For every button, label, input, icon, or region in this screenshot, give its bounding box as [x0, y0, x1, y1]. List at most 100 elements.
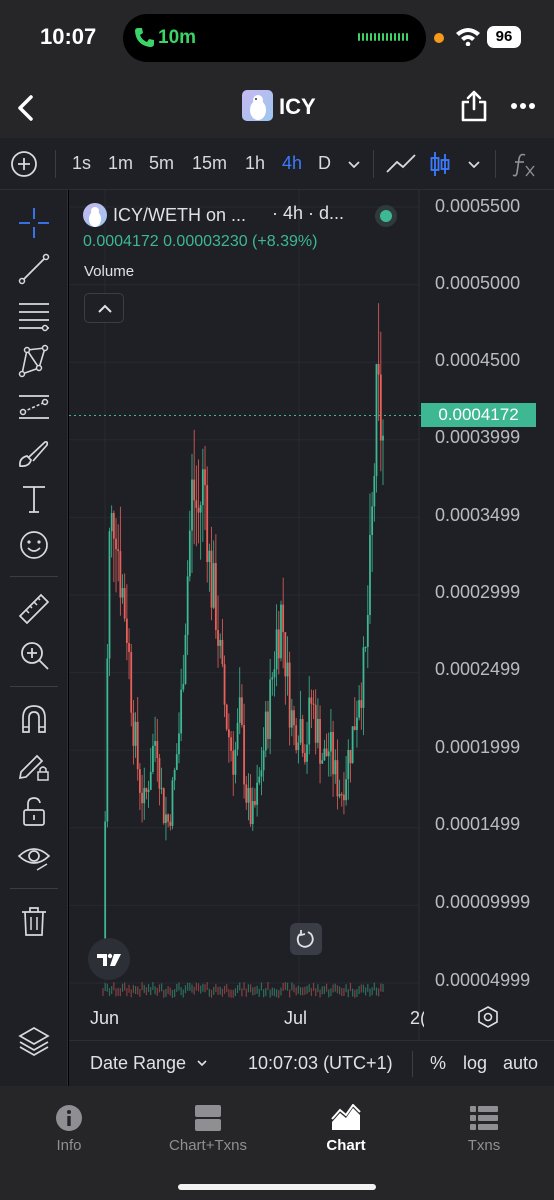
zoom-in-icon[interactable] — [17, 638, 51, 672]
candle-body — [334, 760, 337, 775]
candlestick-chart-type-icon[interactable] — [428, 150, 452, 178]
reset-chart-button[interactable] — [290, 923, 322, 955]
volume-bar — [219, 986, 221, 995]
log-scale-toggle[interactable]: log — [463, 1053, 488, 1073]
volume-bar — [356, 989, 358, 998]
volume-bar — [154, 986, 156, 995]
eye-visibility-icon[interactable] — [17, 840, 51, 874]
ruler-measure-icon[interactable] — [17, 592, 51, 626]
volume-bar — [137, 986, 139, 995]
interval-1h[interactable]: 1h — [245, 153, 266, 173]
unlock-icon[interactable] — [17, 794, 51, 828]
volume-bar — [206, 982, 208, 991]
tab-info[interactable]: Info — [19, 1104, 119, 1154]
candle-body — [293, 710, 295, 726]
add-indicator-icon[interactable] — [10, 150, 38, 178]
volume-bar — [254, 986, 256, 995]
volume-bar — [234, 988, 237, 997]
volume-bar — [139, 988, 141, 997]
lock-drawings-icon[interactable] — [17, 748, 51, 782]
candle-body — [260, 770, 263, 777]
share-icon[interactable] — [460, 90, 488, 122]
volume-bar — [273, 988, 276, 997]
volume-bar — [308, 984, 310, 993]
function-icon[interactable] — [510, 150, 538, 178]
volume-bar — [252, 987, 254, 996]
candle-body — [366, 615, 369, 647]
candle-body — [117, 549, 120, 552]
chart-toolbar: 1s 1m 5m 15m 1h 4h D — [0, 138, 554, 190]
interval-15m[interactable]: 15m — [192, 153, 228, 173]
price-chart[interactable]: ICY/WETH on ... · 4h · d... 0.0004172 0.… — [69, 190, 554, 1040]
candle-body — [371, 506, 374, 536]
interval-chevron-down-icon[interactable] — [345, 150, 363, 178]
chart-legend[interactable]: ICY/WETH on ... — [83, 202, 246, 228]
candle-body — [227, 729, 230, 738]
candle-body — [104, 821, 107, 975]
tab-chart-txns[interactable]: Chart+Txns — [158, 1104, 258, 1154]
percent-scale-toggle[interactable]: % — [430, 1053, 447, 1073]
line-chart-type-icon[interactable] — [385, 150, 417, 178]
date-range-dropdown[interactable]: Date Range — [90, 1053, 209, 1074]
chart-type-chevron-down-icon[interactable] — [465, 150, 483, 178]
candle-body — [243, 724, 245, 785]
interval-1s[interactable]: 1s — [72, 153, 92, 173]
candle-body — [347, 750, 350, 780]
price-axis-label: 0.0005000 — [435, 273, 521, 293]
trash-icon[interactable] — [17, 904, 51, 938]
layers-icon[interactable] — [17, 1024, 51, 1058]
volume-bar — [236, 984, 239, 993]
more-options-icon[interactable] — [510, 102, 536, 110]
trend-line-tool-icon[interactable] — [17, 252, 51, 286]
interval-1m[interactable]: 1m — [108, 153, 134, 173]
crosshair-tool-icon[interactable] — [17, 206, 51, 240]
candlestick-plot[interactable] — [69, 190, 554, 1040]
chart-settings-icon[interactable] — [477, 1006, 499, 1028]
interval-5m[interactable]: 5m — [149, 153, 175, 173]
magnet-icon[interactable] — [17, 702, 51, 736]
volume-bar — [161, 983, 163, 992]
back-chevron-icon[interactable] — [14, 94, 38, 122]
forecast-tool-icon[interactable] — [17, 390, 51, 424]
pattern-tool-icon[interactable] — [17, 344, 51, 378]
chart-footer-bar: Date Range 10:07:03 (UTC+1) % log auto — [69, 1040, 554, 1086]
volume-bar — [180, 987, 182, 996]
collapse-legend-button[interactable] — [84, 293, 124, 323]
price-axis-label: 0.0004500 — [435, 350, 521, 370]
volume-bar — [223, 985, 226, 994]
volume-bar — [104, 982, 106, 991]
tab-chart[interactable]: Chart — [296, 1104, 396, 1154]
candle-body — [377, 364, 380, 375]
volume-bar — [210, 989, 213, 998]
candle-body — [149, 771, 152, 790]
volume-bar — [330, 988, 332, 997]
volume-bar — [215, 984, 217, 993]
fib-retracement-tool-icon[interactable] — [17, 298, 51, 332]
tab-txns[interactable]: Txns — [434, 1104, 534, 1154]
volume-bar — [260, 982, 263, 991]
candle-body — [290, 710, 293, 728]
brush-tool-icon[interactable] — [17, 436, 51, 470]
candle-body — [356, 717, 358, 730]
volume-bar — [278, 989, 280, 998]
auto-scale-toggle[interactable]: auto — [503, 1053, 539, 1073]
volume-bar — [263, 989, 265, 998]
emoji-tool-icon[interactable] — [17, 528, 51, 562]
candle-body — [264, 711, 267, 751]
candle-body — [301, 719, 304, 754]
volume-bar — [128, 984, 130, 993]
interval-4h[interactable]: 4h — [282, 153, 303, 173]
tradingview-logo[interactable] — [88, 938, 130, 980]
chart-clock[interactable]: 10:07:03 (UTC+1) — [248, 1053, 393, 1073]
candle-body — [362, 647, 365, 708]
volume-indicator-label[interactable]: Volume — [84, 263, 135, 280]
volume-bar — [369, 988, 371, 997]
interval-1d[interactable]: D — [318, 153, 331, 173]
candle-body — [382, 435, 384, 441]
candle-body — [262, 750, 265, 771]
text-tool-icon[interactable] — [17, 482, 51, 516]
volume-bar — [284, 982, 286, 991]
volume-bar — [197, 983, 200, 992]
candle-body — [364, 646, 367, 648]
chevron-down-icon — [197, 1060, 207, 1067]
